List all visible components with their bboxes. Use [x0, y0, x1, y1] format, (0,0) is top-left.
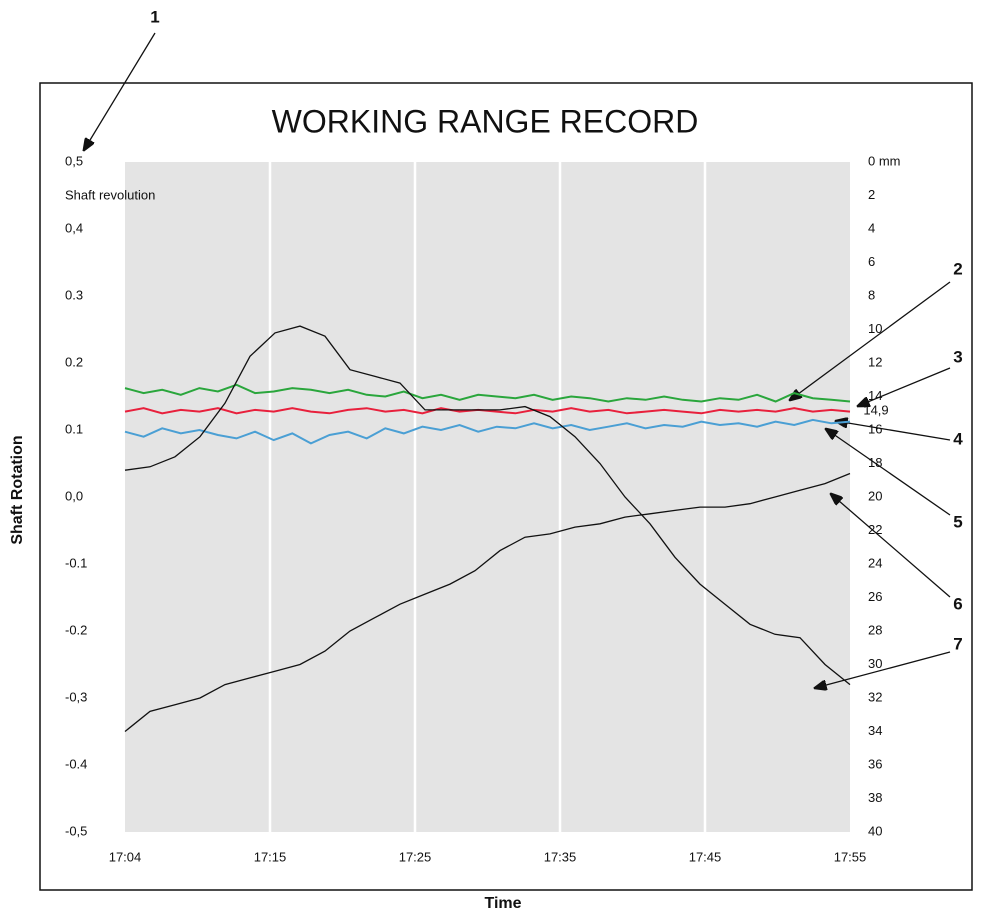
- y2-tick-label: 14: [868, 388, 882, 403]
- series-line: [124, 383, 851, 403]
- y2-tick-label: 4: [868, 220, 875, 235]
- x-tick-label: 17:15: [254, 849, 287, 864]
- annotation: 2: [953, 259, 962, 278]
- annotation: 3: [953, 347, 962, 366]
- series-line: [124, 407, 851, 415]
- annotation: 7: [953, 634, 962, 653]
- y2-tick-label: 22: [868, 522, 882, 537]
- y-tick-label: -0.4: [65, 756, 87, 771]
- y2-tick-label: 2: [868, 187, 875, 202]
- y2-tick-label: 6: [868, 254, 875, 269]
- y2-tick-label: 16: [868, 421, 882, 436]
- y2-tick-label: 32: [868, 689, 882, 704]
- series-line: [124, 472, 851, 733]
- x-tick-label: 17:35: [544, 849, 577, 864]
- annotation: 5: [953, 512, 962, 531]
- y-tick-label: 0.3: [65, 287, 83, 302]
- y2-tick-label: 34: [868, 723, 882, 738]
- y-axis-label: Shaft Rotation: [9, 435, 26, 544]
- annotation: 6: [953, 594, 962, 613]
- y2-tick-label: 10: [868, 321, 882, 336]
- annotation-arrows: [84, 32, 951, 688]
- x-axis-label: Time: [484, 895, 521, 912]
- y2-tick-label: 0 mm: [868, 153, 901, 168]
- y2-tick-label: 30: [868, 656, 882, 671]
- y2-tick-label: 36: [868, 756, 882, 771]
- y2-tick-label: 20: [868, 488, 882, 503]
- x-tick-label: 17:55: [834, 849, 867, 864]
- y-tick-label: -0,3: [65, 689, 87, 704]
- y2-tick-label: 12: [868, 354, 882, 369]
- series-line: [124, 325, 851, 686]
- y-tick-label: 0.2: [65, 354, 83, 369]
- y-tick-label: -0.2: [65, 622, 87, 637]
- annotation: 14,9: [863, 402, 888, 417]
- annotation: 1: [150, 7, 159, 26]
- y2-tick-label: 8: [868, 287, 875, 302]
- y-tick-label: 0,4: [65, 220, 83, 235]
- y2-tick-label: 26: [868, 589, 882, 604]
- y2-tick-label: 18: [868, 455, 882, 470]
- axis-note: Shaft revolution: [65, 187, 155, 202]
- series-line: [124, 418, 851, 445]
- chart-title: WORKING RANGE RECORD: [272, 103, 699, 139]
- y-tick-label: 0,5: [65, 153, 83, 168]
- annotation: 4: [953, 429, 963, 448]
- y-tick-label: 0.1: [65, 421, 83, 436]
- y-tick-label: -0,5: [65, 823, 87, 838]
- frame: [39, 82, 973, 891]
- x-tick-label: 17:25: [399, 849, 432, 864]
- y-tick-label: -0.1: [65, 555, 87, 570]
- plot-area: [125, 162, 850, 832]
- y2-tick-label: 24: [868, 555, 882, 570]
- y2-tick-label: 40: [868, 823, 882, 838]
- y-tick-label: 0,0: [65, 488, 83, 503]
- x-tick-label: 17:45: [689, 849, 722, 864]
- y2-tick-label: 28: [868, 622, 882, 637]
- x-tick-label: 17:04: [109, 849, 142, 864]
- y2-tick-label: 38: [868, 790, 882, 805]
